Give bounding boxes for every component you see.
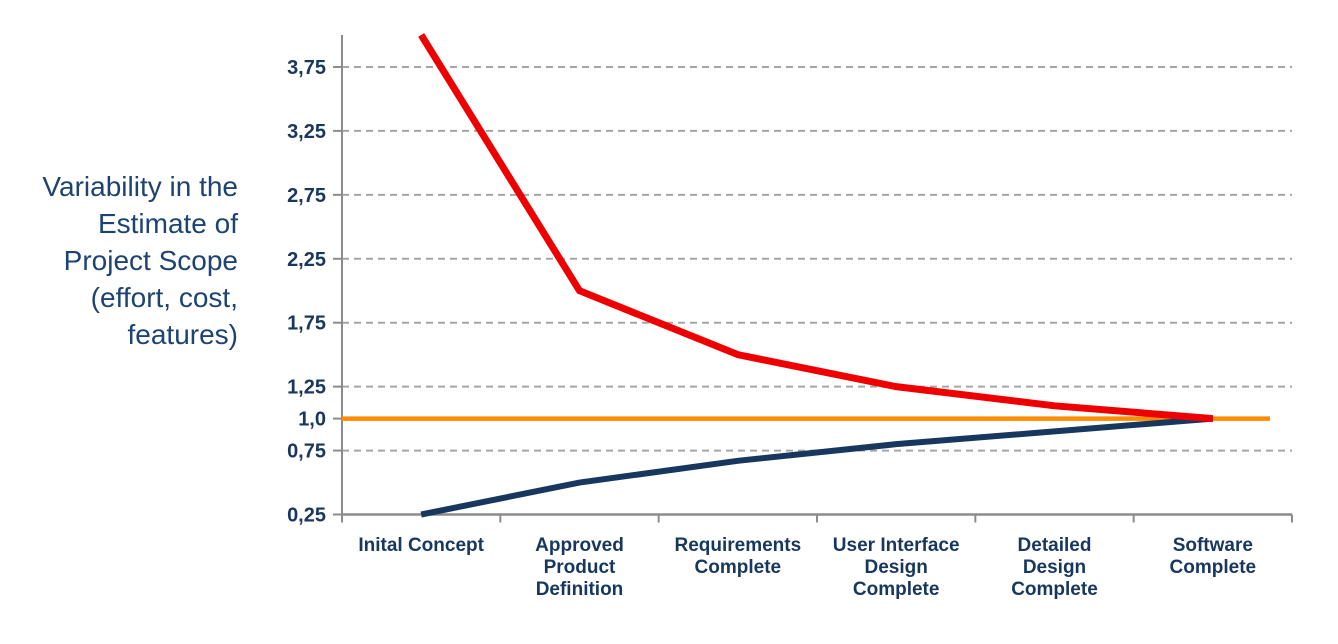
x-category-label-line: Approved: [535, 535, 624, 556]
y-tick-label: 2,25: [287, 249, 326, 271]
y-tick-label: 3,25: [287, 121, 326, 143]
y-tick-label: 1,0: [298, 409, 326, 431]
x-category-label-line: Definition: [536, 579, 624, 600]
x-category-label-line: Design: [1023, 557, 1086, 578]
y-tick-label: 0,25: [287, 505, 326, 527]
x-category-label-line: Complete: [695, 557, 782, 578]
x-category-label: Inital Concept: [358, 535, 484, 556]
x-category-label: Approved Product Definition: [535, 535, 624, 600]
y-tick-label: 1,25: [287, 377, 326, 399]
lower-estimate-series: [420, 415, 1214, 518]
y-axis-title: Variability in the Estimate of Project S…: [42, 171, 238, 350]
x-category-label-line: Complete: [1170, 557, 1257, 578]
x-category-label-line: Requirements: [674, 535, 801, 556]
x-category-label-line: Software: [1173, 535, 1253, 556]
x-category-label: Detailed Design Complete: [1011, 535, 1098, 600]
y-tick-label: 1,75: [287, 313, 326, 335]
x-category-label: Software Complete: [1170, 535, 1257, 578]
x-category-label-line: Complete: [853, 579, 940, 600]
x-category-label-line: Complete: [1011, 579, 1098, 600]
x-category-label-line: Design: [864, 557, 927, 578]
y-tick-label: 0,75: [287, 441, 326, 463]
y-tick-label: 2,75: [287, 185, 326, 207]
x-category-label: User Interface Design Complete: [833, 535, 960, 600]
x-category-label: Requirements Complete: [674, 535, 801, 578]
x-category-label-line: Product: [544, 557, 616, 578]
x-category-label-line: User Interface: [833, 535, 960, 556]
x-category-label-line: Detailed: [1018, 535, 1092, 556]
y-tick-label: 3,75: [287, 57, 326, 79]
upper-estimate-series: [418, 33, 1214, 423]
x-category-label-line: Inital Concept: [358, 535, 484, 556]
